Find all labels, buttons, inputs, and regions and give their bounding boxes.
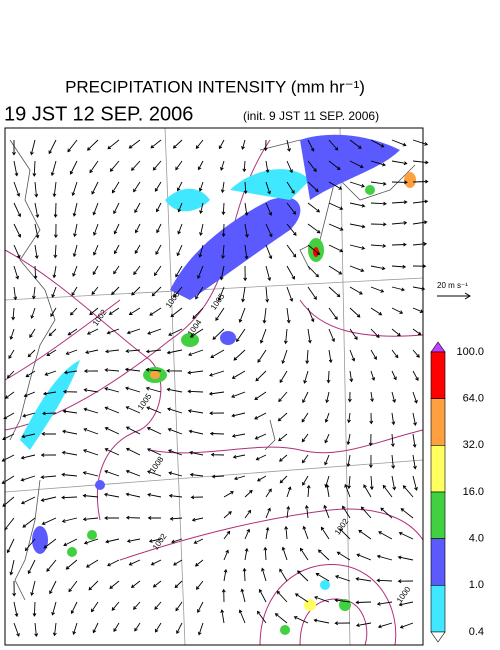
colorbar-label: 0.4 — [469, 626, 484, 638]
colorbar-segment — [430, 585, 446, 633]
init-time: (init. 9 JST 11 SEP. 2006) — [243, 109, 379, 123]
colorbar-label: 32.0 — [463, 439, 484, 451]
precipitation — [20, 134, 416, 635]
colorbar-label: 16.0 — [463, 486, 484, 498]
wind-arrow-field — [1, 139, 429, 638]
colorbar-bottom-triangle — [430, 631, 446, 643]
wind-arrows — [1, 139, 429, 638]
colorbar-segment — [430, 491, 446, 539]
valid-time: 19 JST 12 SEP. 2006 — [4, 103, 193, 125]
colorbar-top-triangle — [430, 341, 446, 353]
title: PRECIPITATION INTENSITY (mm hr⁻¹) — [65, 77, 365, 96]
colorbar-segment — [430, 398, 446, 446]
wind-reference-label: 20 m s⁻¹ — [437, 281, 468, 290]
colorbar-label: 100.0 — [456, 346, 484, 358]
map-frame — [4, 127, 424, 646]
colorbar-segment — [430, 538, 446, 586]
wind-reference-arrow — [437, 292, 471, 300]
colorbar-label: 1.0 — [469, 579, 484, 591]
colorbar-segment — [430, 445, 446, 493]
colorbar-label: 64.0 — [463, 393, 484, 405]
colorbar-label: 4.0 — [469, 533, 484, 545]
colorbar: 100.0 64.0 32.0 16.0 4.0 1.0 0.4 — [430, 341, 484, 643]
colorbar-segment — [430, 351, 446, 399]
